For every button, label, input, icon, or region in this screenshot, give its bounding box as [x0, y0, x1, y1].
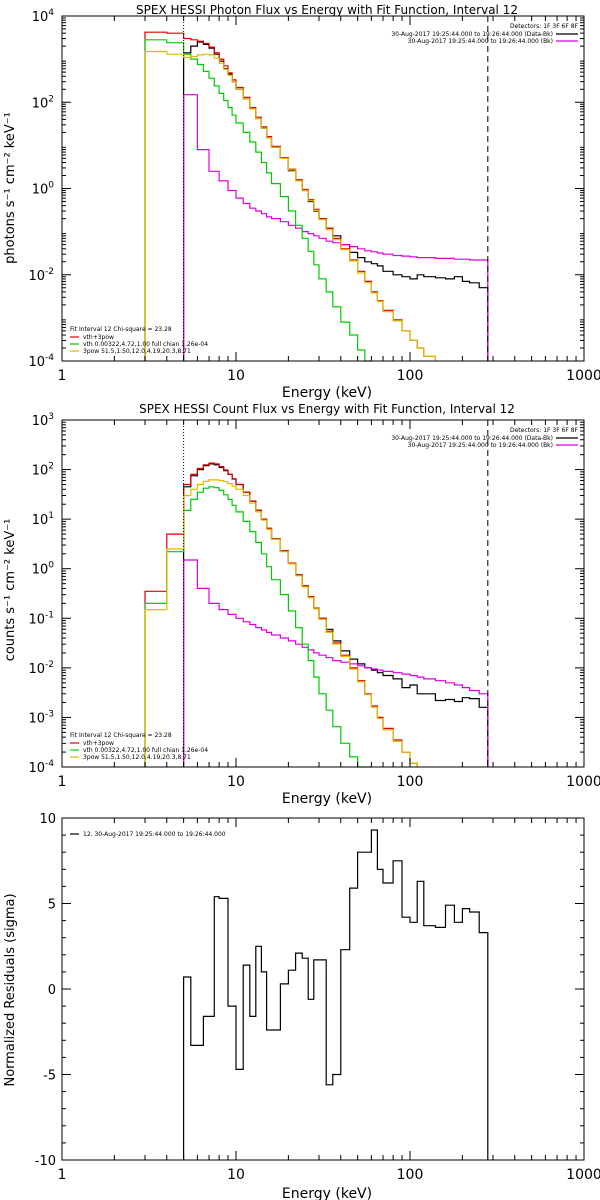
y-tick-exponent: 2 — [48, 94, 54, 104]
y-tick-base: 10 — [28, 761, 45, 776]
x-tick-label: 100 — [397, 774, 424, 790]
legend-item-label: 3pow 51.5,1.50,12.0,4.19,20.3,8.71 — [83, 348, 191, 355]
y-tick-exponent: 0 — [48, 181, 54, 191]
y-tick-base: 10 — [32, 183, 49, 198]
plot-frame — [61, 15, 585, 362]
legend-header: Fit Interval 12 Chi-square = 23.28 — [70, 326, 172, 333]
x-tick-label: 1 — [58, 1167, 67, 1183]
legend-item-label: vth+3pow — [83, 740, 114, 747]
series-line-0 — [183, 829, 489, 1160]
y-tick-label: 10-1 — [28, 610, 54, 627]
x-tick-label: 100 — [397, 368, 424, 384]
legend-header: Detectors: 1F 3F 6F 8F — [510, 23, 579, 30]
x-tick-label: 1000 — [566, 1167, 600, 1183]
y-tick-exponent: -2 — [45, 660, 54, 670]
y-tick-label: 10-4 — [28, 353, 54, 370]
plot-frame — [61, 419, 585, 768]
y-tick-base: 10 — [32, 96, 49, 111]
y-tick-exponent: 0 — [48, 561, 54, 571]
legend-item-label: vth+3pow — [83, 334, 114, 341]
x-tick-label: 1000 — [566, 368, 600, 384]
y-tick-label: 101 — [32, 511, 54, 528]
plot-frame — [61, 817, 585, 1161]
legend-item-label: 12. 30-Aug-2017 19:25:44.000 to 19:26:44… — [83, 831, 226, 838]
y-tick-label: 10-4 — [28, 759, 54, 776]
x-tick-label: 1000 — [566, 774, 600, 790]
y-tick-label: 10-2 — [28, 267, 54, 284]
y-tick-base: 10 — [32, 464, 49, 479]
x-tick-label: 10 — [227, 1167, 245, 1183]
series-line-3 — [144, 486, 372, 768]
y-tick-base: 10 — [28, 711, 45, 726]
y-tick-exponent: -4 — [45, 759, 54, 769]
x-axis-label: Energy (keV) — [282, 791, 372, 807]
series-line-0 — [183, 41, 489, 361]
y-tick-exponent: 3 — [48, 412, 54, 422]
y-tick-base: 10 — [32, 10, 49, 25]
y-tick-exponent: -2 — [45, 267, 54, 277]
legend-header: Detectors: 1F 3F 6F 8F — [510, 427, 579, 434]
chart-title: SPEX HESSI Photon Flux vs Energy with Fi… — [136, 3, 518, 17]
legend-item-label: 30-Aug-2017 19:25:44.000 to 19:26:44.000… — [408, 38, 553, 45]
x-axis-label: Energy (keV) — [282, 385, 372, 401]
y-tick-label: -5 — [43, 1069, 56, 1084]
y-tick-label: 102 — [32, 94, 54, 111]
y-tick-exponent: 4 — [48, 8, 54, 18]
series-line-4 — [144, 50, 436, 361]
y-tick-base: 10 — [28, 612, 45, 627]
y-tick-exponent: -3 — [45, 709, 54, 719]
y-tick-exponent: 1 — [48, 511, 54, 521]
y-axis-label: counts s⁻¹ cm⁻² keV⁻¹ — [3, 519, 18, 662]
x-tick-label: 100 — [397, 1167, 424, 1183]
series-line-4 — [144, 479, 418, 767]
y-tick-exponent: -4 — [45, 353, 54, 363]
y-tick-label: 102 — [32, 462, 54, 479]
y-tick-base: 10 — [32, 563, 49, 578]
y-tick-label: 10-2 — [28, 660, 54, 677]
chart-title: SPEX HESSI Count Flux vs Energy with Fit… — [139, 402, 515, 416]
y-tick-exponent: 2 — [48, 462, 54, 472]
series-line-0 — [183, 463, 489, 767]
x-tick-label: 1 — [58, 774, 67, 790]
legend-item-label: vth 0.00322,4.72,1.00 full chian 1.26e-0… — [83, 341, 208, 348]
x-axis-label: Energy (keV) — [282, 1186, 372, 1200]
y-axis-label: photons s⁻¹ cm⁻² keV⁻¹ — [3, 112, 18, 264]
y-tick-label: 104 — [32, 8, 55, 25]
y-tick-base: 10 — [28, 662, 45, 677]
legend-item-label: 30-Aug-2017 19:25:44.000 to 19:26:44.000… — [391, 435, 553, 442]
y-tick-base: 10 — [28, 355, 45, 370]
series-line-2 — [144, 462, 418, 767]
y-tick-label: 5 — [48, 898, 56, 913]
chart-count-flux: SPEX HESSI Count Flux vs Energy with Fit… — [3, 402, 600, 807]
legend-item-label: vth 0.00322,4.72,1.00 full chian 1.26e-0… — [83, 747, 208, 754]
y-tick-exponent: -1 — [45, 610, 54, 620]
y-tick-label: 100 — [32, 561, 55, 578]
y-tick-base: 10 — [28, 269, 45, 284]
series-line-1 — [183, 559, 489, 767]
legend-item-label: 30-Aug-2017 19:25:44.000 to 19:26:44.000… — [408, 442, 553, 449]
x-tick-label: 10 — [227, 368, 245, 384]
series-line-3 — [144, 39, 372, 362]
chart-residuals: Energy (keV) Normalized Residuals (sigma… — [3, 812, 600, 1200]
series-line-1 — [183, 94, 489, 361]
y-tick-label: 103 — [32, 412, 54, 429]
legend-item-label: 3pow 51.5,1.50,12.0,4.19,20.3,8.71 — [83, 754, 191, 761]
legend-header: Fit Interval 12 Chi-square = 23.28 — [70, 732, 172, 739]
y-tick-label: 100 — [32, 181, 55, 198]
y-tick-base: 10 — [32, 513, 49, 528]
x-tick-label: 1 — [58, 368, 67, 384]
y-axis-label: Normalized Residuals (sigma) — [3, 893, 18, 1086]
x-tick-label: 10 — [227, 774, 245, 790]
y-tick-label: 10-3 — [28, 709, 54, 726]
y-tick-base: 10 — [32, 414, 49, 429]
legend-item-label: 30-Aug-2017 19:25:44.000 to 19:26:44.000… — [391, 31, 553, 38]
y-tick-label: 10 — [39, 812, 56, 827]
chart-photon-flux: SPEX HESSI Photon Flux vs Energy with Fi… — [3, 3, 600, 401]
y-tick-label: -10 — [35, 1154, 56, 1169]
y-tick-label: 0 — [48, 983, 56, 998]
